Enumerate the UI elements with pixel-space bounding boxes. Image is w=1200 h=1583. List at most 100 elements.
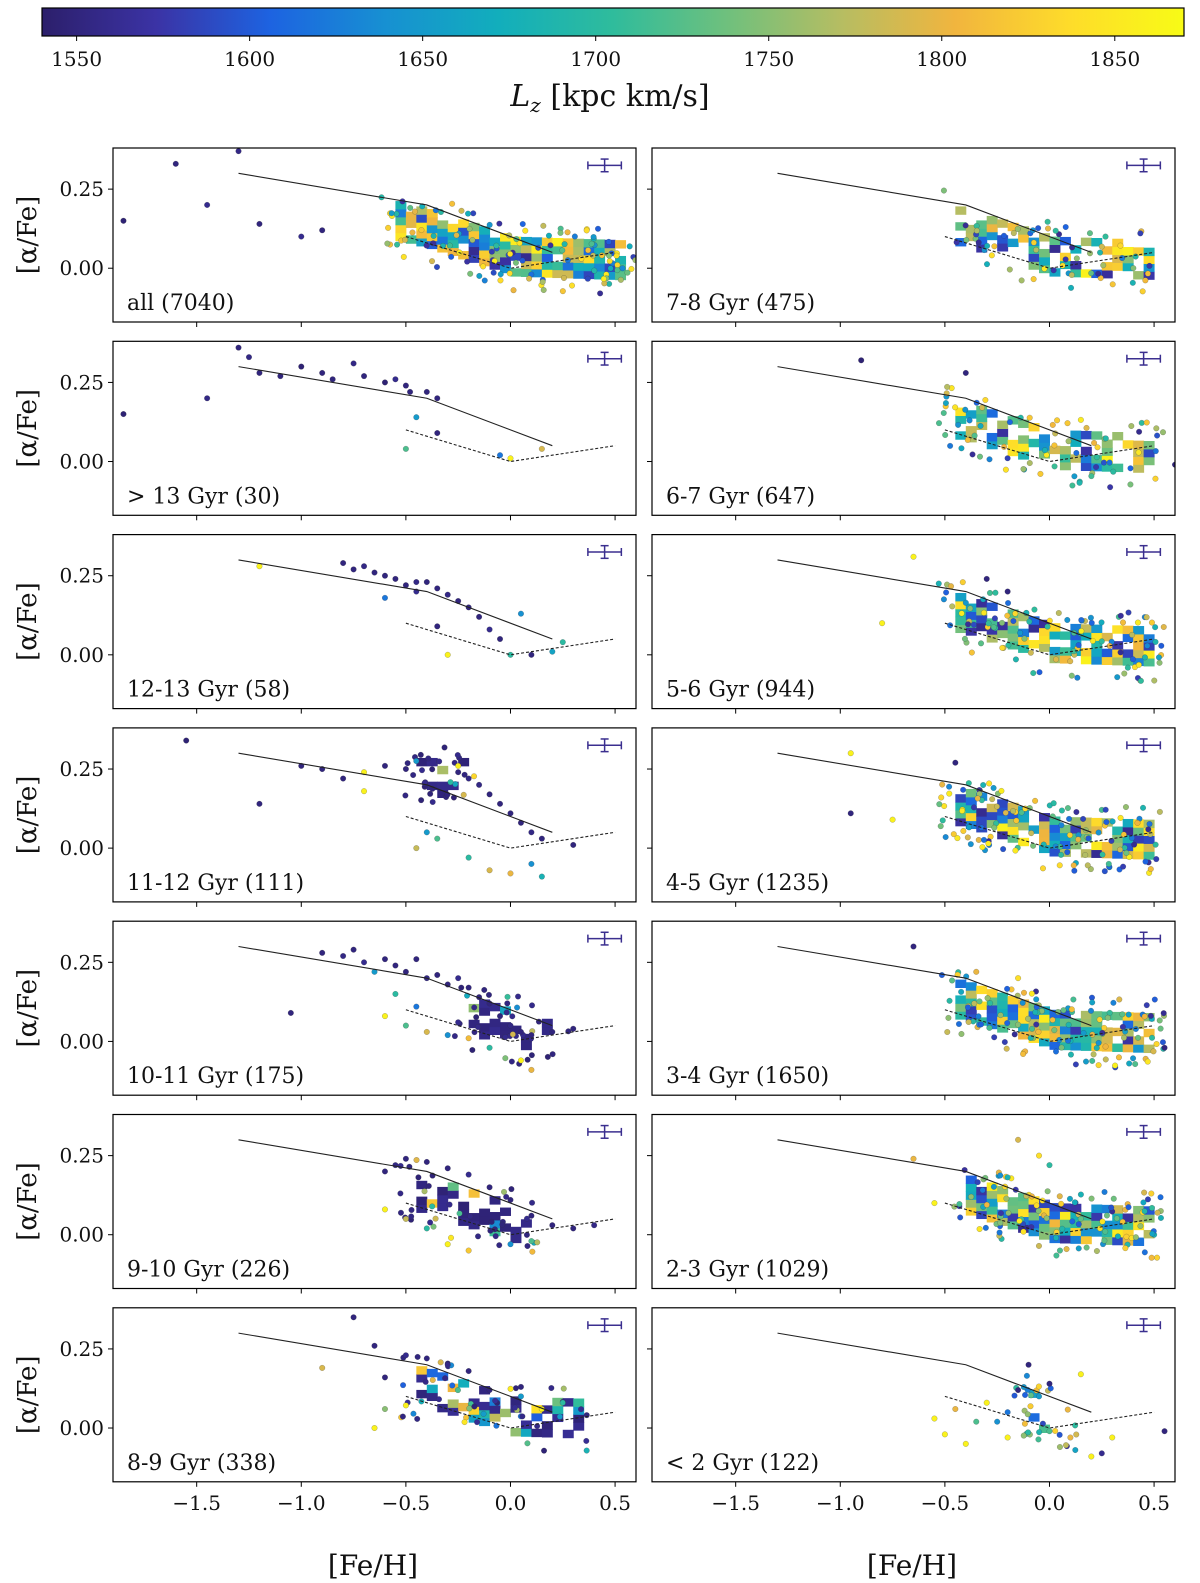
data-point — [1110, 999, 1117, 1006]
bin-cell — [552, 261, 564, 271]
data-point — [975, 1013, 982, 1020]
bin-cell — [997, 621, 1009, 631]
data-point — [456, 1210, 463, 1217]
bin-cell — [1059, 1018, 1071, 1027]
data-point — [1050, 800, 1057, 807]
data-point — [1160, 624, 1167, 630]
bin-cell — [426, 757, 438, 767]
data-point — [975, 837, 982, 843]
data-point — [941, 187, 947, 194]
data-point — [455, 1387, 461, 1393]
bin-cell — [1018, 612, 1030, 622]
data-point — [414, 1416, 421, 1422]
data-point — [1141, 1208, 1148, 1215]
data-point — [465, 210, 471, 217]
data-point — [528, 1052, 535, 1059]
panel-3: 6-7 Gyr (647) — [647, 340, 1176, 521]
data-point — [1147, 866, 1154, 872]
panel-label: 6-7 Gyr (647) — [666, 484, 815, 509]
data-point — [1056, 231, 1062, 238]
bin-cell — [1059, 1235, 1071, 1244]
bin-cell — [1091, 1212, 1103, 1221]
y-tick-label: 0.00 — [59, 1029, 104, 1053]
data-point — [1056, 862, 1063, 869]
bin-cell — [1028, 624, 1040, 633]
data-point — [1130, 265, 1137, 272]
data-point — [534, 1423, 541, 1429]
data-point — [984, 995, 991, 1002]
bin-cell — [1039, 233, 1050, 242]
bin-cell — [458, 1201, 470, 1211]
bin-cell — [1080, 1010, 1092, 1020]
bin-cell — [997, 823, 1009, 832]
data-point — [518, 1029, 524, 1035]
bin-cell — [1080, 1034, 1092, 1043]
data-point — [422, 1378, 429, 1385]
data-point — [518, 1057, 524, 1064]
data-point — [1074, 674, 1081, 681]
bin-cell — [615, 271, 627, 281]
data-point — [1076, 479, 1083, 486]
bin-cell — [1039, 820, 1050, 830]
bin-cell — [510, 1396, 522, 1405]
data-point — [999, 644, 1006, 651]
data-point — [529, 1199, 535, 1206]
data-point — [502, 1055, 509, 1062]
data-point — [1158, 642, 1165, 649]
data-point — [1127, 465, 1134, 472]
bin-cell — [1018, 419, 1030, 428]
data-point — [1145, 826, 1152, 833]
data-point — [1094, 1248, 1100, 1254]
data-point — [1080, 816, 1087, 822]
data-point — [1077, 1215, 1084, 1222]
data-point — [402, 1402, 409, 1409]
data-point — [402, 766, 409, 772]
bin-cell — [552, 269, 564, 279]
data-point — [120, 411, 127, 417]
data-point — [1006, 266, 1013, 273]
bin-cell — [416, 1389, 428, 1399]
data-point — [549, 1222, 556, 1229]
data-point — [1096, 1016, 1103, 1023]
data-point — [402, 1352, 409, 1359]
data-point — [1035, 1436, 1042, 1443]
high-alpha-line — [777, 1139, 1092, 1220]
data-point — [939, 817, 946, 824]
bin-cell — [1007, 810, 1019, 820]
data-point — [1021, 635, 1028, 642]
data-point — [626, 243, 633, 250]
bin-cell — [416, 230, 428, 239]
data-point — [340, 775, 347, 782]
bin-cell — [500, 1223, 511, 1232]
bin-cell — [997, 992, 1009, 1001]
data-point — [1117, 846, 1123, 853]
data-point — [183, 737, 190, 744]
data-point — [1020, 466, 1027, 472]
bin-cell — [1059, 1010, 1071, 1019]
y-axis-label: [α/Fe] — [13, 582, 43, 661]
data-point — [1132, 1061, 1139, 1067]
bin-cell — [1122, 1213, 1134, 1222]
low-alpha-line — [944, 1009, 1155, 1042]
panel-frame — [112, 147, 637, 323]
data-point — [968, 649, 975, 656]
data-point — [1107, 484, 1114, 491]
data-point — [947, 442, 954, 449]
bin-cell — [458, 757, 470, 767]
data-point — [425, 1183, 432, 1189]
bin-cell — [965, 611, 977, 620]
data-point — [570, 1025, 577, 1032]
data-point — [120, 217, 127, 224]
y-tick-label: 0.00 — [59, 836, 104, 860]
data-point — [946, 783, 953, 790]
bin-cell — [1039, 643, 1050, 652]
data-point — [1109, 818, 1116, 825]
bin-cell — [1028, 438, 1040, 448]
bin-cell — [437, 781, 449, 791]
bin-cell — [997, 1193, 1009, 1203]
panel-frame — [651, 920, 1176, 1096]
data-point — [1035, 1383, 1042, 1390]
data-point — [1064, 617, 1071, 623]
data-point — [1064, 420, 1071, 427]
bin-cell — [479, 242, 491, 251]
